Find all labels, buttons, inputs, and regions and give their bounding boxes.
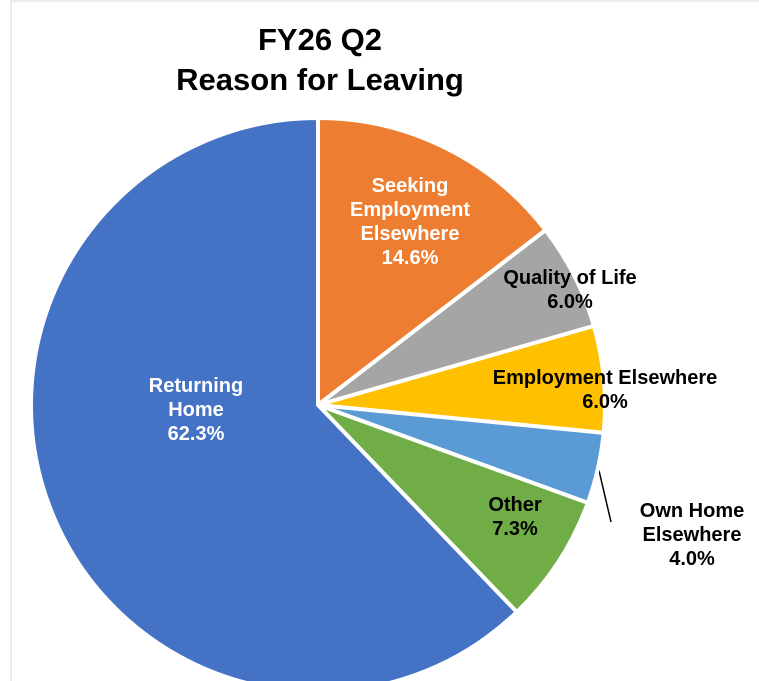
slice-value: 6.0% <box>582 391 628 413</box>
slice-name: Returning Home <box>148 375 244 421</box>
slice-value: 6.0% <box>547 291 593 313</box>
slice-label: Own Home Elsewhere 4.0% <box>622 499 759 571</box>
chart-title: FY26 Q2 <box>257 22 383 57</box>
slice-label: Employment Elsewhere 6.0% <box>445 366 759 414</box>
slice-name: Own Home Elsewhere <box>639 500 745 546</box>
slice-name: Employment Elsewhere <box>492 367 718 389</box>
slice-label: Quality of Life 6.0% <box>470 266 670 314</box>
slice-name: Other <box>488 494 542 516</box>
slice-value: 7.3% <box>492 518 538 540</box>
slice-name: Quality of Life <box>503 267 637 289</box>
slice-value: 4.0% <box>669 548 715 570</box>
pie-slice <box>316 115 549 410</box>
slice-label: Returning Home 62.3% <box>136 374 256 446</box>
slice-value: 62.3% <box>167 423 225 445</box>
leader-line <box>596 461 612 523</box>
slice-label: Other 7.3% <box>465 493 565 541</box>
chart-border <box>10 0 759 681</box>
chart-subtitle: Reason for Leaving <box>176 62 464 97</box>
pie-slice <box>29 115 520 681</box>
slice-label: Seeking Employment Elsewhere 14.6% <box>340 174 480 270</box>
pie-slice <box>316 403 591 615</box>
slice-value: 14.6% <box>381 247 439 269</box>
slice-name: Seeking Employment Elsewhere <box>349 175 471 245</box>
